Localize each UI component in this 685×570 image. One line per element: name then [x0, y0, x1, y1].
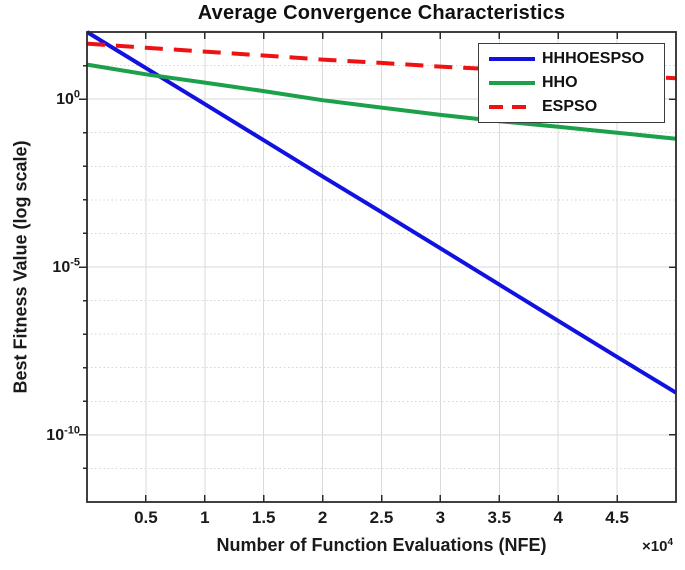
x-axis-label: Number of Function Evaluations (NFE) [216, 535, 547, 555]
legend-label: HHHOESPSO [542, 50, 645, 67]
x-tick-label: 3.5 [487, 508, 512, 527]
x-axis-multiplier-exponent: 4 [667, 537, 673, 548]
legend-swatch-dashed [489, 105, 535, 109]
legend: HHHOESPSO HHO ESPSO [478, 43, 665, 123]
y-tick-label: 10-5 [52, 256, 80, 276]
x-axis-multiplier-base: ×10 [641, 538, 668, 555]
legend-item-espso: ESPSO [489, 99, 664, 115]
x-tick-label: 2.5 [369, 508, 394, 527]
x-tick-label: 2 [317, 508, 328, 527]
x-tick-label: 4 [553, 508, 563, 527]
x-tick-label: 1.5 [251, 508, 276, 527]
x-tick-label: 0.5 [134, 508, 158, 527]
x-tick-label: 1 [200, 508, 210, 527]
legend-label: HHO [542, 74, 578, 91]
series-line-espso [86, 41, 677, 81]
y-tick-label: 100 [56, 88, 80, 108]
y-axis-label: Best Fitness Value (log scale) [10, 140, 31, 394]
legend-label: ESPSO [542, 98, 598, 115]
x-axis-multiplier: ×104 [642, 537, 673, 555]
y-tick-label: 10-10 [46, 424, 80, 444]
x-tick-label: 4.5 [605, 508, 629, 527]
x-tick-label: 3 [435, 508, 446, 527]
series-line-hho [86, 62, 677, 141]
legend-item-hhhoespso: HHHOESPSO [489, 51, 664, 67]
axis-ticks [79, 32, 676, 502]
legend-swatch-solid [489, 81, 535, 85]
chart-title: Average Convergence Characteristics [197, 2, 566, 24]
legend-swatch-solid [489, 57, 535, 61]
legend-item-hho: HHO [489, 75, 664, 91]
series-line-hhhoespso [85, 30, 678, 395]
